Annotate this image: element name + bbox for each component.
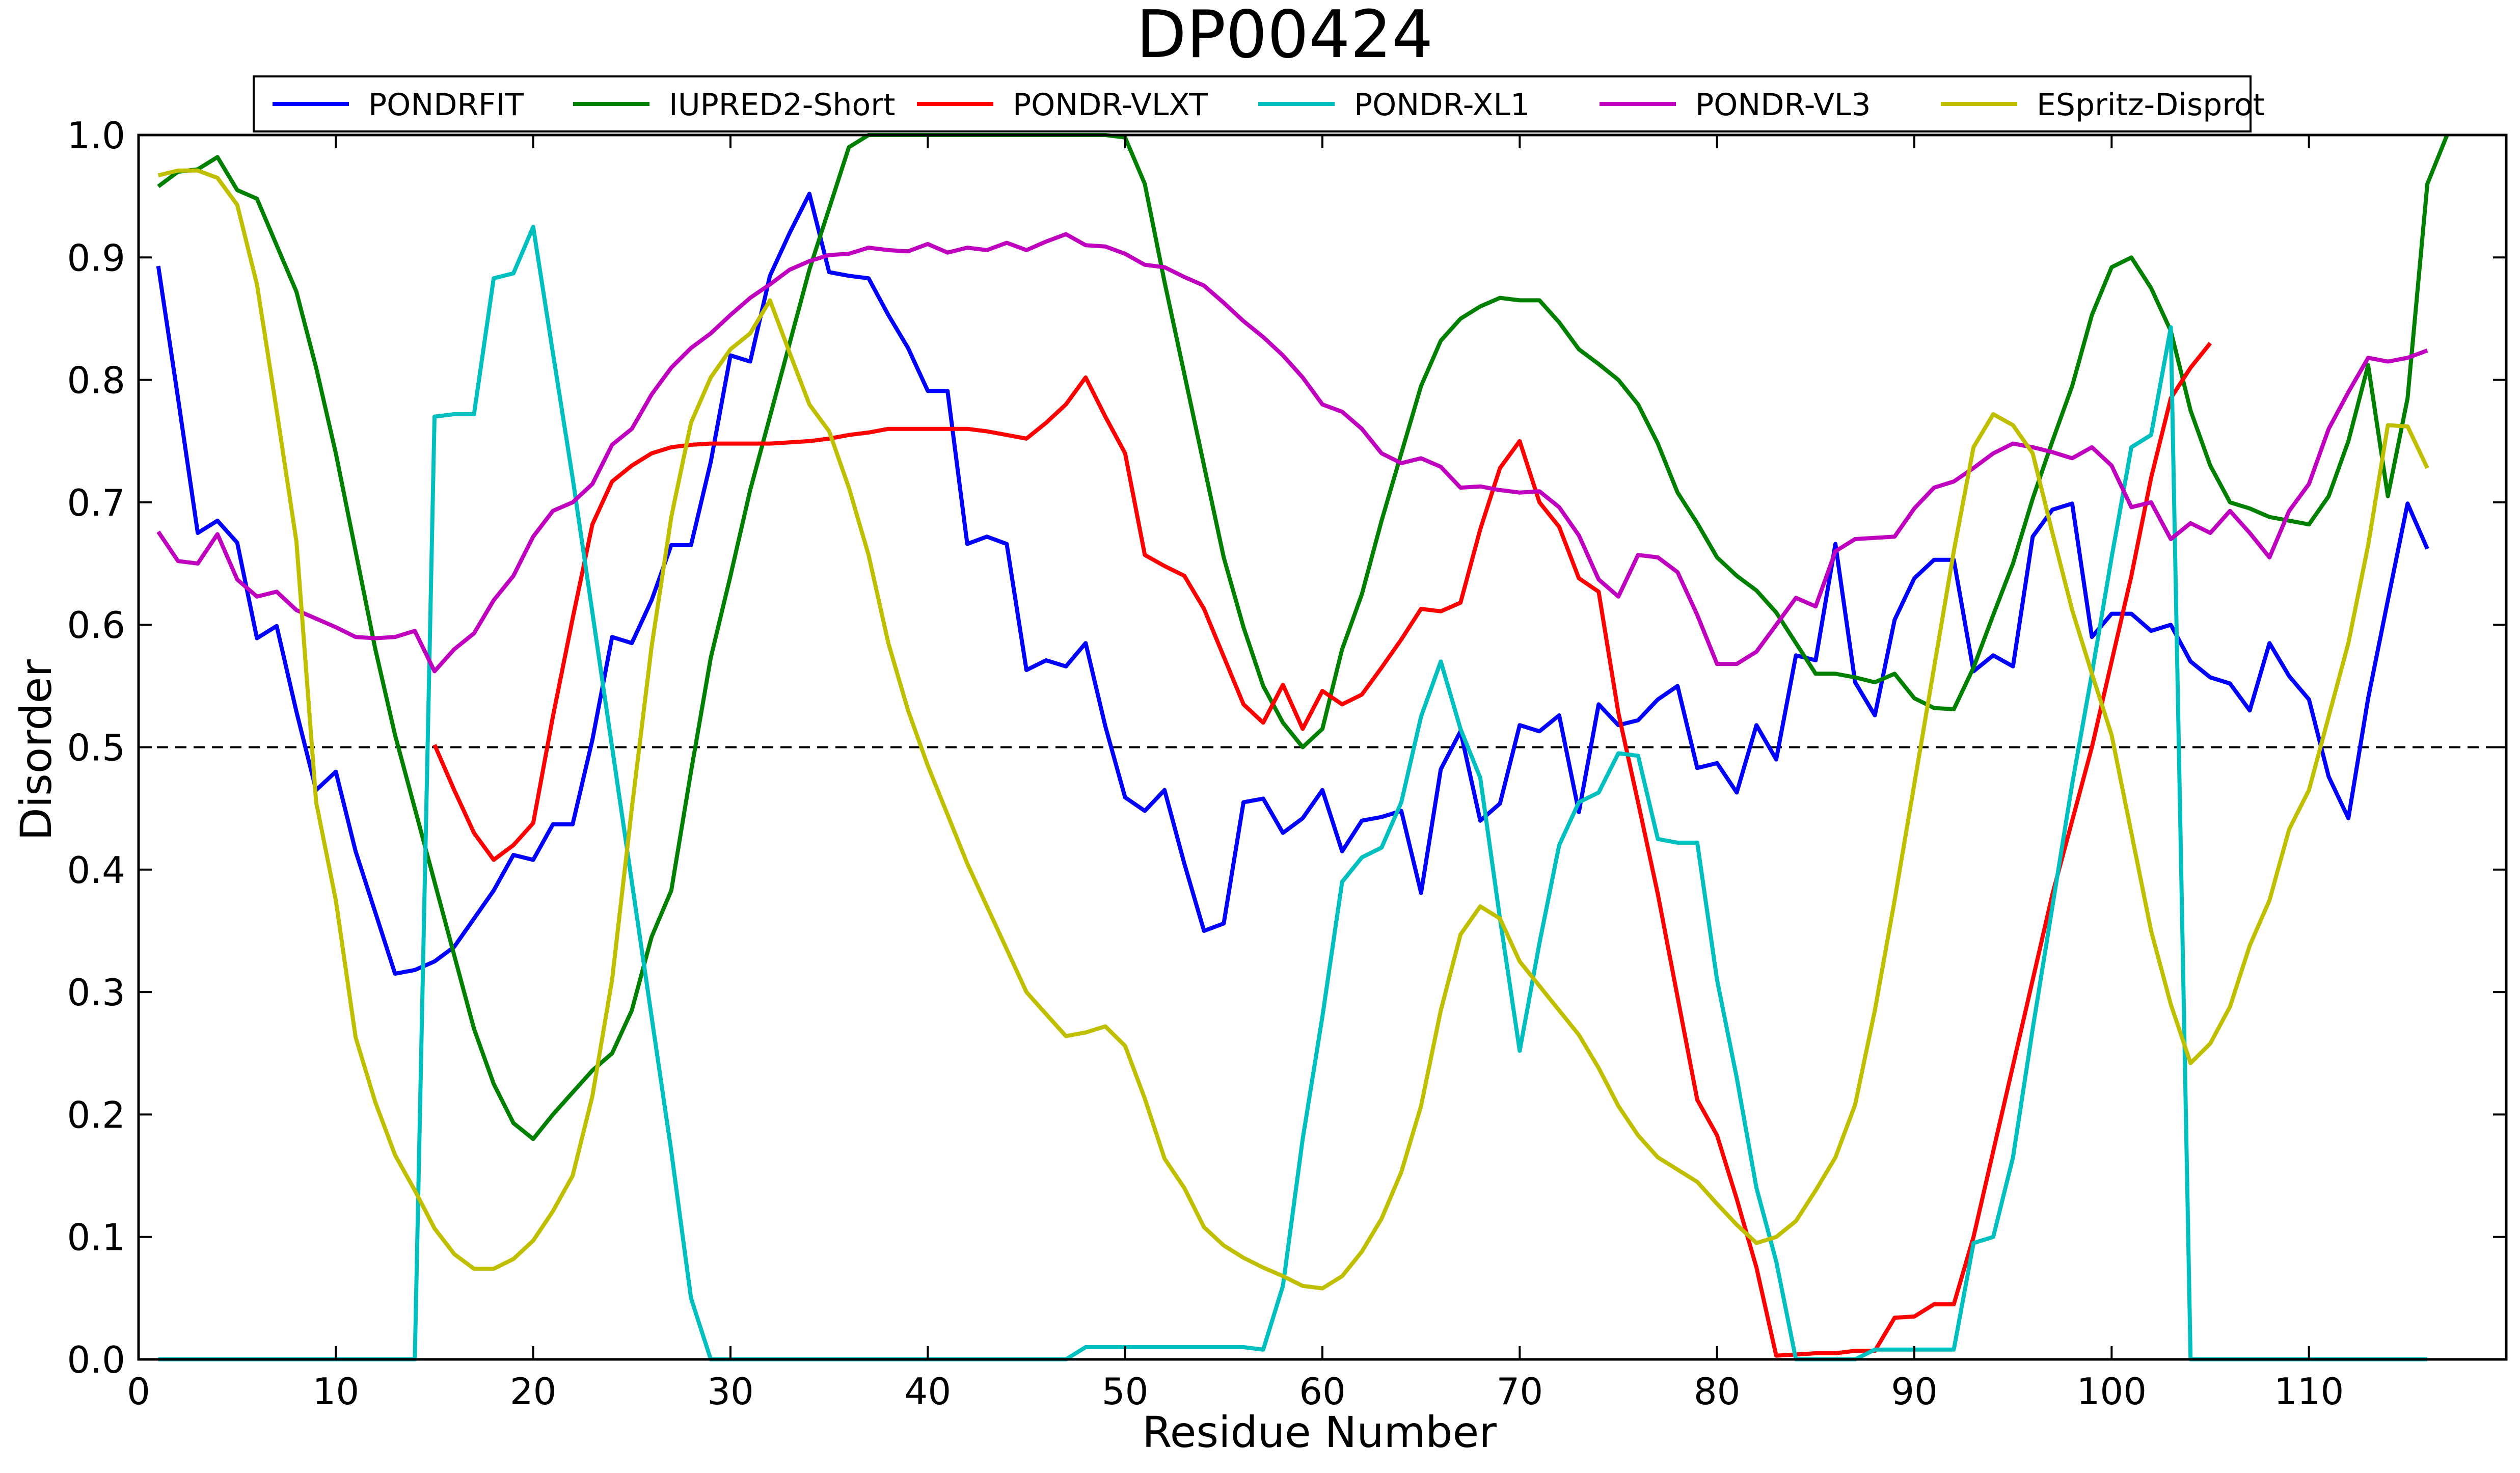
x-tick-label: 70 xyxy=(1497,1370,1543,1413)
legend-label: IUPRED2-Short xyxy=(669,87,895,123)
y-tick-label: 0.1 xyxy=(67,1216,125,1259)
y-tick-label: 0.5 xyxy=(67,727,125,769)
plot-area: 0 10 20 30 40 50 60 70 80 90 100 110 0.0 0.1 0.2 0.3 0.4… xyxy=(67,114,2508,1413)
x-axis-label: Residue Number xyxy=(1142,1407,1497,1457)
legend-label: PONDR-VLXT xyxy=(1013,87,1208,123)
legend: PONDRFIT IUPRED2-Short PONDR-VLXT PONDR-XL1… xyxy=(253,75,2265,132)
series-line-pondr-xl1 xyxy=(158,225,2428,1361)
y-tick-label: 0.9 xyxy=(67,236,125,279)
x-tick-label: 20 xyxy=(510,1370,557,1413)
x-tick-label: 40 xyxy=(905,1370,952,1413)
y-tick-label: 0.4 xyxy=(67,849,125,892)
x-tick-label: 50 xyxy=(1102,1370,1149,1413)
legend-label: ESpritz-Disprot xyxy=(2037,87,2265,123)
legend-label: PONDR-VL3 xyxy=(1695,87,1871,123)
y-tick-label: 0.7 xyxy=(67,481,125,524)
x-tick-label: 110 xyxy=(2274,1370,2344,1413)
series-line-pondr-vlxt xyxy=(432,341,2212,1358)
y-tick-label: 1.0 xyxy=(67,114,125,157)
y-tick-label: 0.2 xyxy=(67,1093,125,1136)
y-tick-label: 0.8 xyxy=(67,359,125,402)
x-tick-label: 0 xyxy=(127,1370,150,1413)
legend-label: PONDRFIT xyxy=(368,87,524,123)
series-line-espritz-disprot xyxy=(157,168,2429,1291)
series-line-pondr-vl3 xyxy=(156,232,2428,674)
x-tick-label: 10 xyxy=(313,1370,360,1413)
y-tick-label: 0.6 xyxy=(67,604,125,647)
y-tick-label: 0.3 xyxy=(67,971,125,1014)
y-tick-label: 0.0 xyxy=(67,1338,125,1381)
y-axis-label: Disorder xyxy=(11,659,61,841)
x-tick-label: 90 xyxy=(1891,1370,1938,1413)
x-tick-label: 60 xyxy=(1299,1370,1346,1413)
legend-label: PONDR-XL1 xyxy=(1354,87,1530,123)
chart-title: DP00424 xyxy=(1136,0,1433,73)
series-line-iupred2-short xyxy=(157,133,2449,1141)
x-tick-label: 80 xyxy=(1694,1370,1741,1413)
x-tick-label: 30 xyxy=(707,1370,754,1413)
x-tick-label: 100 xyxy=(2077,1370,2147,1413)
